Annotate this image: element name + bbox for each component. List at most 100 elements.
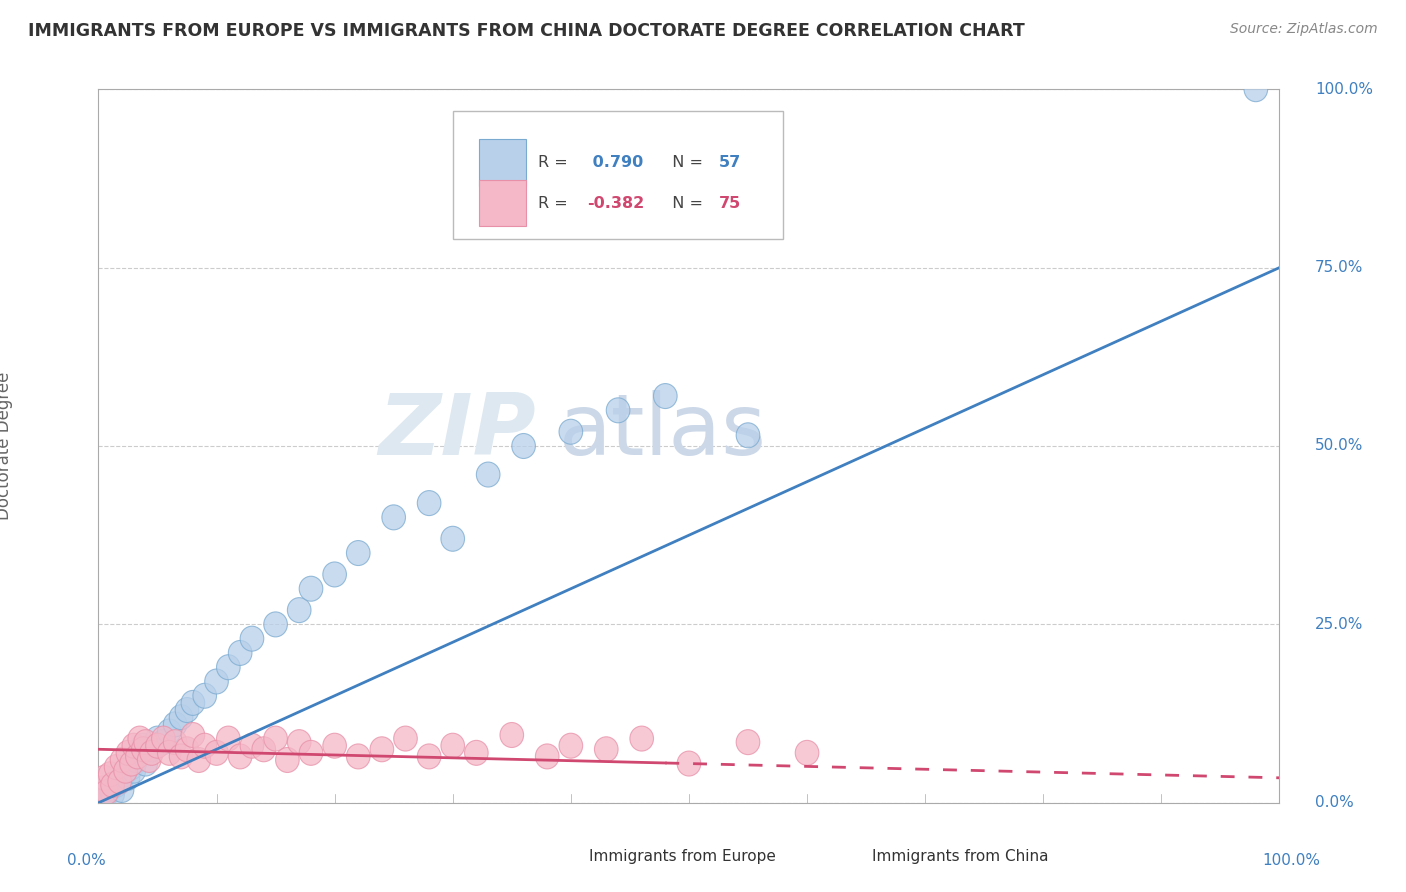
Ellipse shape xyxy=(134,751,157,776)
Ellipse shape xyxy=(101,781,124,806)
Text: R =: R = xyxy=(537,196,572,211)
Ellipse shape xyxy=(125,744,149,769)
Text: -0.382: -0.382 xyxy=(588,196,644,211)
Ellipse shape xyxy=(477,462,501,487)
Text: Doctorate Degree: Doctorate Degree xyxy=(0,372,13,520)
Ellipse shape xyxy=(132,737,155,762)
Ellipse shape xyxy=(1244,77,1268,102)
Ellipse shape xyxy=(181,723,205,747)
Ellipse shape xyxy=(139,737,163,762)
Ellipse shape xyxy=(217,655,240,680)
Text: 57: 57 xyxy=(718,155,741,170)
Ellipse shape xyxy=(101,772,124,797)
Ellipse shape xyxy=(382,505,405,530)
Ellipse shape xyxy=(299,740,323,765)
Text: 75: 75 xyxy=(718,196,741,211)
Ellipse shape xyxy=(112,762,136,787)
Ellipse shape xyxy=(146,733,169,758)
Ellipse shape xyxy=(122,758,146,783)
Ellipse shape xyxy=(169,744,193,769)
Ellipse shape xyxy=(217,726,240,751)
Ellipse shape xyxy=(122,733,146,758)
Text: ZIP: ZIP xyxy=(378,390,536,474)
Ellipse shape xyxy=(228,640,252,665)
Bar xyxy=(547,846,582,867)
Ellipse shape xyxy=(108,769,132,794)
Ellipse shape xyxy=(117,765,139,790)
Ellipse shape xyxy=(678,751,700,776)
Ellipse shape xyxy=(512,434,536,458)
Ellipse shape xyxy=(120,755,143,780)
Text: atlas: atlas xyxy=(560,390,768,474)
Ellipse shape xyxy=(90,783,114,808)
Ellipse shape xyxy=(93,765,117,790)
Text: N =: N = xyxy=(662,196,707,211)
Ellipse shape xyxy=(228,744,252,769)
Text: 0.790: 0.790 xyxy=(588,155,644,170)
Ellipse shape xyxy=(96,780,120,805)
Text: Source: ZipAtlas.com: Source: ZipAtlas.com xyxy=(1230,22,1378,37)
Ellipse shape xyxy=(346,541,370,566)
Text: 50.0%: 50.0% xyxy=(1315,439,1364,453)
Ellipse shape xyxy=(630,726,654,751)
Ellipse shape xyxy=(536,744,560,769)
Ellipse shape xyxy=(176,698,198,723)
Ellipse shape xyxy=(441,526,464,551)
Ellipse shape xyxy=(323,562,346,587)
Ellipse shape xyxy=(117,740,139,765)
Ellipse shape xyxy=(737,423,759,448)
Ellipse shape xyxy=(128,726,152,751)
Ellipse shape xyxy=(560,733,582,758)
Ellipse shape xyxy=(205,669,228,694)
Ellipse shape xyxy=(193,733,217,758)
Ellipse shape xyxy=(441,733,464,758)
Bar xyxy=(478,139,526,186)
Ellipse shape xyxy=(418,491,441,516)
Ellipse shape xyxy=(132,733,155,758)
Ellipse shape xyxy=(138,747,162,772)
Ellipse shape xyxy=(169,705,193,730)
Ellipse shape xyxy=(264,726,287,751)
Ellipse shape xyxy=(193,683,217,708)
Text: 100.0%: 100.0% xyxy=(1263,853,1320,868)
Ellipse shape xyxy=(287,730,311,755)
Ellipse shape xyxy=(299,576,323,601)
Text: 100.0%: 100.0% xyxy=(1315,82,1372,96)
Ellipse shape xyxy=(176,737,198,762)
Ellipse shape xyxy=(94,780,118,805)
Ellipse shape xyxy=(124,747,148,772)
Ellipse shape xyxy=(346,744,370,769)
Ellipse shape xyxy=(146,726,169,751)
Text: 0.0%: 0.0% xyxy=(67,853,105,868)
Ellipse shape xyxy=(139,740,163,765)
Ellipse shape xyxy=(163,712,187,737)
Ellipse shape xyxy=(98,776,122,801)
Ellipse shape xyxy=(90,776,114,801)
FancyBboxPatch shape xyxy=(453,111,783,239)
Ellipse shape xyxy=(120,751,143,776)
Text: 25.0%: 25.0% xyxy=(1315,617,1364,632)
Ellipse shape xyxy=(205,740,228,765)
Ellipse shape xyxy=(128,740,152,765)
Ellipse shape xyxy=(152,726,176,751)
Text: 75.0%: 75.0% xyxy=(1315,260,1364,275)
Ellipse shape xyxy=(114,758,138,783)
Ellipse shape xyxy=(98,762,122,787)
Ellipse shape xyxy=(276,747,299,772)
Text: R =: R = xyxy=(537,155,572,170)
Bar xyxy=(478,180,526,227)
Ellipse shape xyxy=(163,730,187,755)
Ellipse shape xyxy=(187,747,211,772)
Ellipse shape xyxy=(606,398,630,423)
Text: Immigrants from Europe: Immigrants from Europe xyxy=(589,849,776,863)
Ellipse shape xyxy=(464,740,488,765)
Ellipse shape xyxy=(737,730,759,755)
Ellipse shape xyxy=(252,737,276,762)
Ellipse shape xyxy=(595,737,619,762)
Ellipse shape xyxy=(104,772,128,797)
Ellipse shape xyxy=(110,778,134,803)
Ellipse shape xyxy=(287,598,311,623)
Ellipse shape xyxy=(501,723,523,747)
Ellipse shape xyxy=(108,769,132,794)
Ellipse shape xyxy=(264,612,287,637)
